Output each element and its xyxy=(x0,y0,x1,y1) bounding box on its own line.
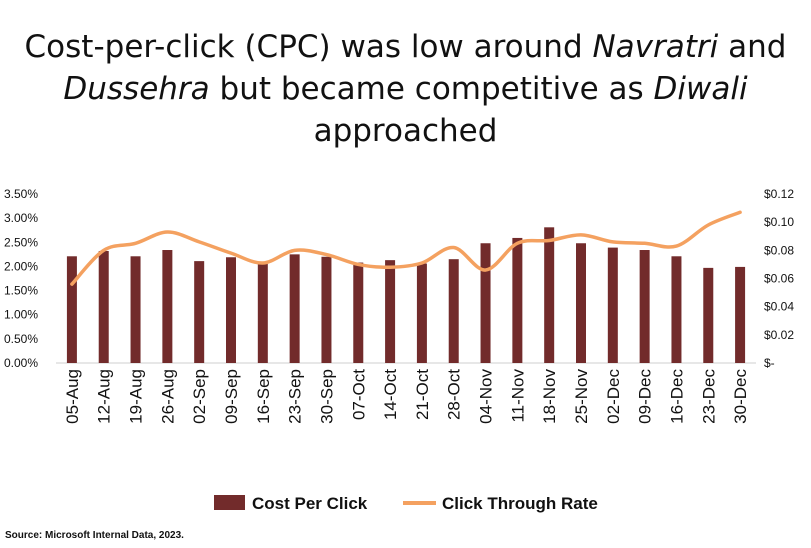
bar-25-Nov xyxy=(576,243,586,363)
x-tick-label: 05-Aug xyxy=(63,369,82,424)
x-tick-label: 18-Nov xyxy=(540,369,559,424)
bar-19-Aug xyxy=(130,256,141,363)
left-y-tick-label: 1.50% xyxy=(4,284,38,298)
legend-swatch-cost-per-click xyxy=(214,495,245,510)
legend-label-cost-per-click: Cost Per Click xyxy=(252,494,368,513)
bar-26-Aug xyxy=(162,250,173,363)
left-y-tick-label: 0.00% xyxy=(4,356,38,370)
bar-11-Nov xyxy=(512,237,523,363)
x-tick-label: 28-Oct xyxy=(445,369,464,420)
bar-14-Oct xyxy=(385,260,396,363)
x-tick-label: 07-Oct xyxy=(349,369,368,420)
left-y-tick-label: 2.50% xyxy=(4,235,38,249)
title-text: but became competitive as xyxy=(209,71,654,107)
x-tick-label: 21-Oct xyxy=(413,369,432,420)
title-italic-diwali: Diwali xyxy=(653,71,748,107)
bar-23-Dec xyxy=(703,267,714,363)
x-tick-label: 02-Dec xyxy=(604,369,623,424)
right-y-tick-label: $0.04 xyxy=(764,300,794,314)
right-y-tick-label: $0.08 xyxy=(764,243,794,257)
title-text: Cost-per-click (CPC) was low around xyxy=(24,29,593,65)
x-tick-label: 12-Aug xyxy=(95,369,114,424)
title-line-2: Dussehra but became competitive as Diwal… xyxy=(0,68,811,152)
x-tick-label: 30-Dec xyxy=(731,369,750,424)
title-text: and xyxy=(718,29,787,65)
bar-09-Sep xyxy=(226,257,236,363)
x-tick-label: 09-Sep xyxy=(222,369,241,424)
ctr-line xyxy=(70,210,742,286)
x-tick-label: 11-Nov xyxy=(508,369,527,423)
line-series xyxy=(70,210,742,286)
bar-30-Sep xyxy=(321,256,332,363)
legend-label-click-through-rate: Click Through Rate xyxy=(442,494,598,513)
chart-title: Cost-per-click (CPC) was low around Navr… xyxy=(0,26,811,152)
right-y-tick-label: $0.10 xyxy=(764,215,794,229)
bar-05-Aug xyxy=(66,256,77,363)
left-y-tick-label: 0.50% xyxy=(4,332,38,346)
x-tick-label: 26-Aug xyxy=(158,369,177,424)
bar-28-Oct xyxy=(448,259,459,363)
bar-series xyxy=(66,227,746,363)
x-tick-label: 16-Sep xyxy=(254,369,273,424)
bar-02-Sep xyxy=(194,261,205,363)
legend: Cost Per Click Click Through Rate xyxy=(214,494,598,513)
left-y-tick-label: 3.00% xyxy=(4,211,38,225)
x-tick-label: 14-Oct xyxy=(381,369,400,420)
x-tick-label: 16-Dec xyxy=(667,369,686,424)
left-y-tick-labels: 0.00% 0.50% 1.00% 1.50% 2.00% 2.50% 3.00% 3.50% xyxy=(4,187,38,370)
title-text: approached xyxy=(313,113,498,149)
right-y-tick-label: $0.12 xyxy=(764,187,794,201)
bar-21-Oct xyxy=(416,263,427,363)
x-tick-label: 19-Aug xyxy=(127,369,146,424)
x-tick-label: 04-Nov xyxy=(477,369,496,424)
bar-02-Dec xyxy=(607,247,618,363)
x-tick-label: 25-Nov xyxy=(572,369,591,424)
bar-07-Oct xyxy=(353,262,364,363)
title-italic-dussehra: Dussehra xyxy=(63,71,210,107)
right-y-tick-labels: $- $0.02 $0.04 $0.06 $0.08 $0.10 $0.12 xyxy=(764,187,794,370)
x-tick-labels: 05-Aug 12-Aug 19-Aug 26-Aug 02-Sep 09-Sep 16-S… xyxy=(63,369,750,424)
right-y-tick-label: $- xyxy=(764,356,775,370)
x-tick-label: 30-Sep xyxy=(317,369,336,424)
bar-23-Sep xyxy=(289,254,300,363)
bar-09-Dec xyxy=(639,250,650,363)
x-tick-label: 23-Sep xyxy=(286,369,305,424)
left-y-tick-label: 3.50% xyxy=(4,187,38,201)
left-y-tick-label: 1.00% xyxy=(4,308,38,322)
bar-30-Dec xyxy=(735,266,746,363)
x-tick-label: 02-Sep xyxy=(190,369,209,424)
bar-18-Nov xyxy=(544,227,555,363)
x-tick-label: 09-Dec xyxy=(636,369,655,424)
title-line-1: Cost-per-click (CPC) was low around Navr… xyxy=(0,26,811,68)
left-y-tick-label: 2.00% xyxy=(4,259,38,273)
source-note: Source: Microsoft Internal Data, 2023. xyxy=(5,530,184,541)
title-italic-navratri: Navratri xyxy=(592,29,719,65)
bar-04-Nov xyxy=(480,243,491,363)
right-y-tick-label: $0.02 xyxy=(764,328,794,342)
bar-16-Sep xyxy=(257,264,268,363)
x-tick-label: 23-Dec xyxy=(699,369,718,424)
right-y-tick-label: $0.06 xyxy=(764,272,794,286)
bar-12-Aug xyxy=(98,250,109,363)
bar-16-Dec xyxy=(671,256,682,363)
